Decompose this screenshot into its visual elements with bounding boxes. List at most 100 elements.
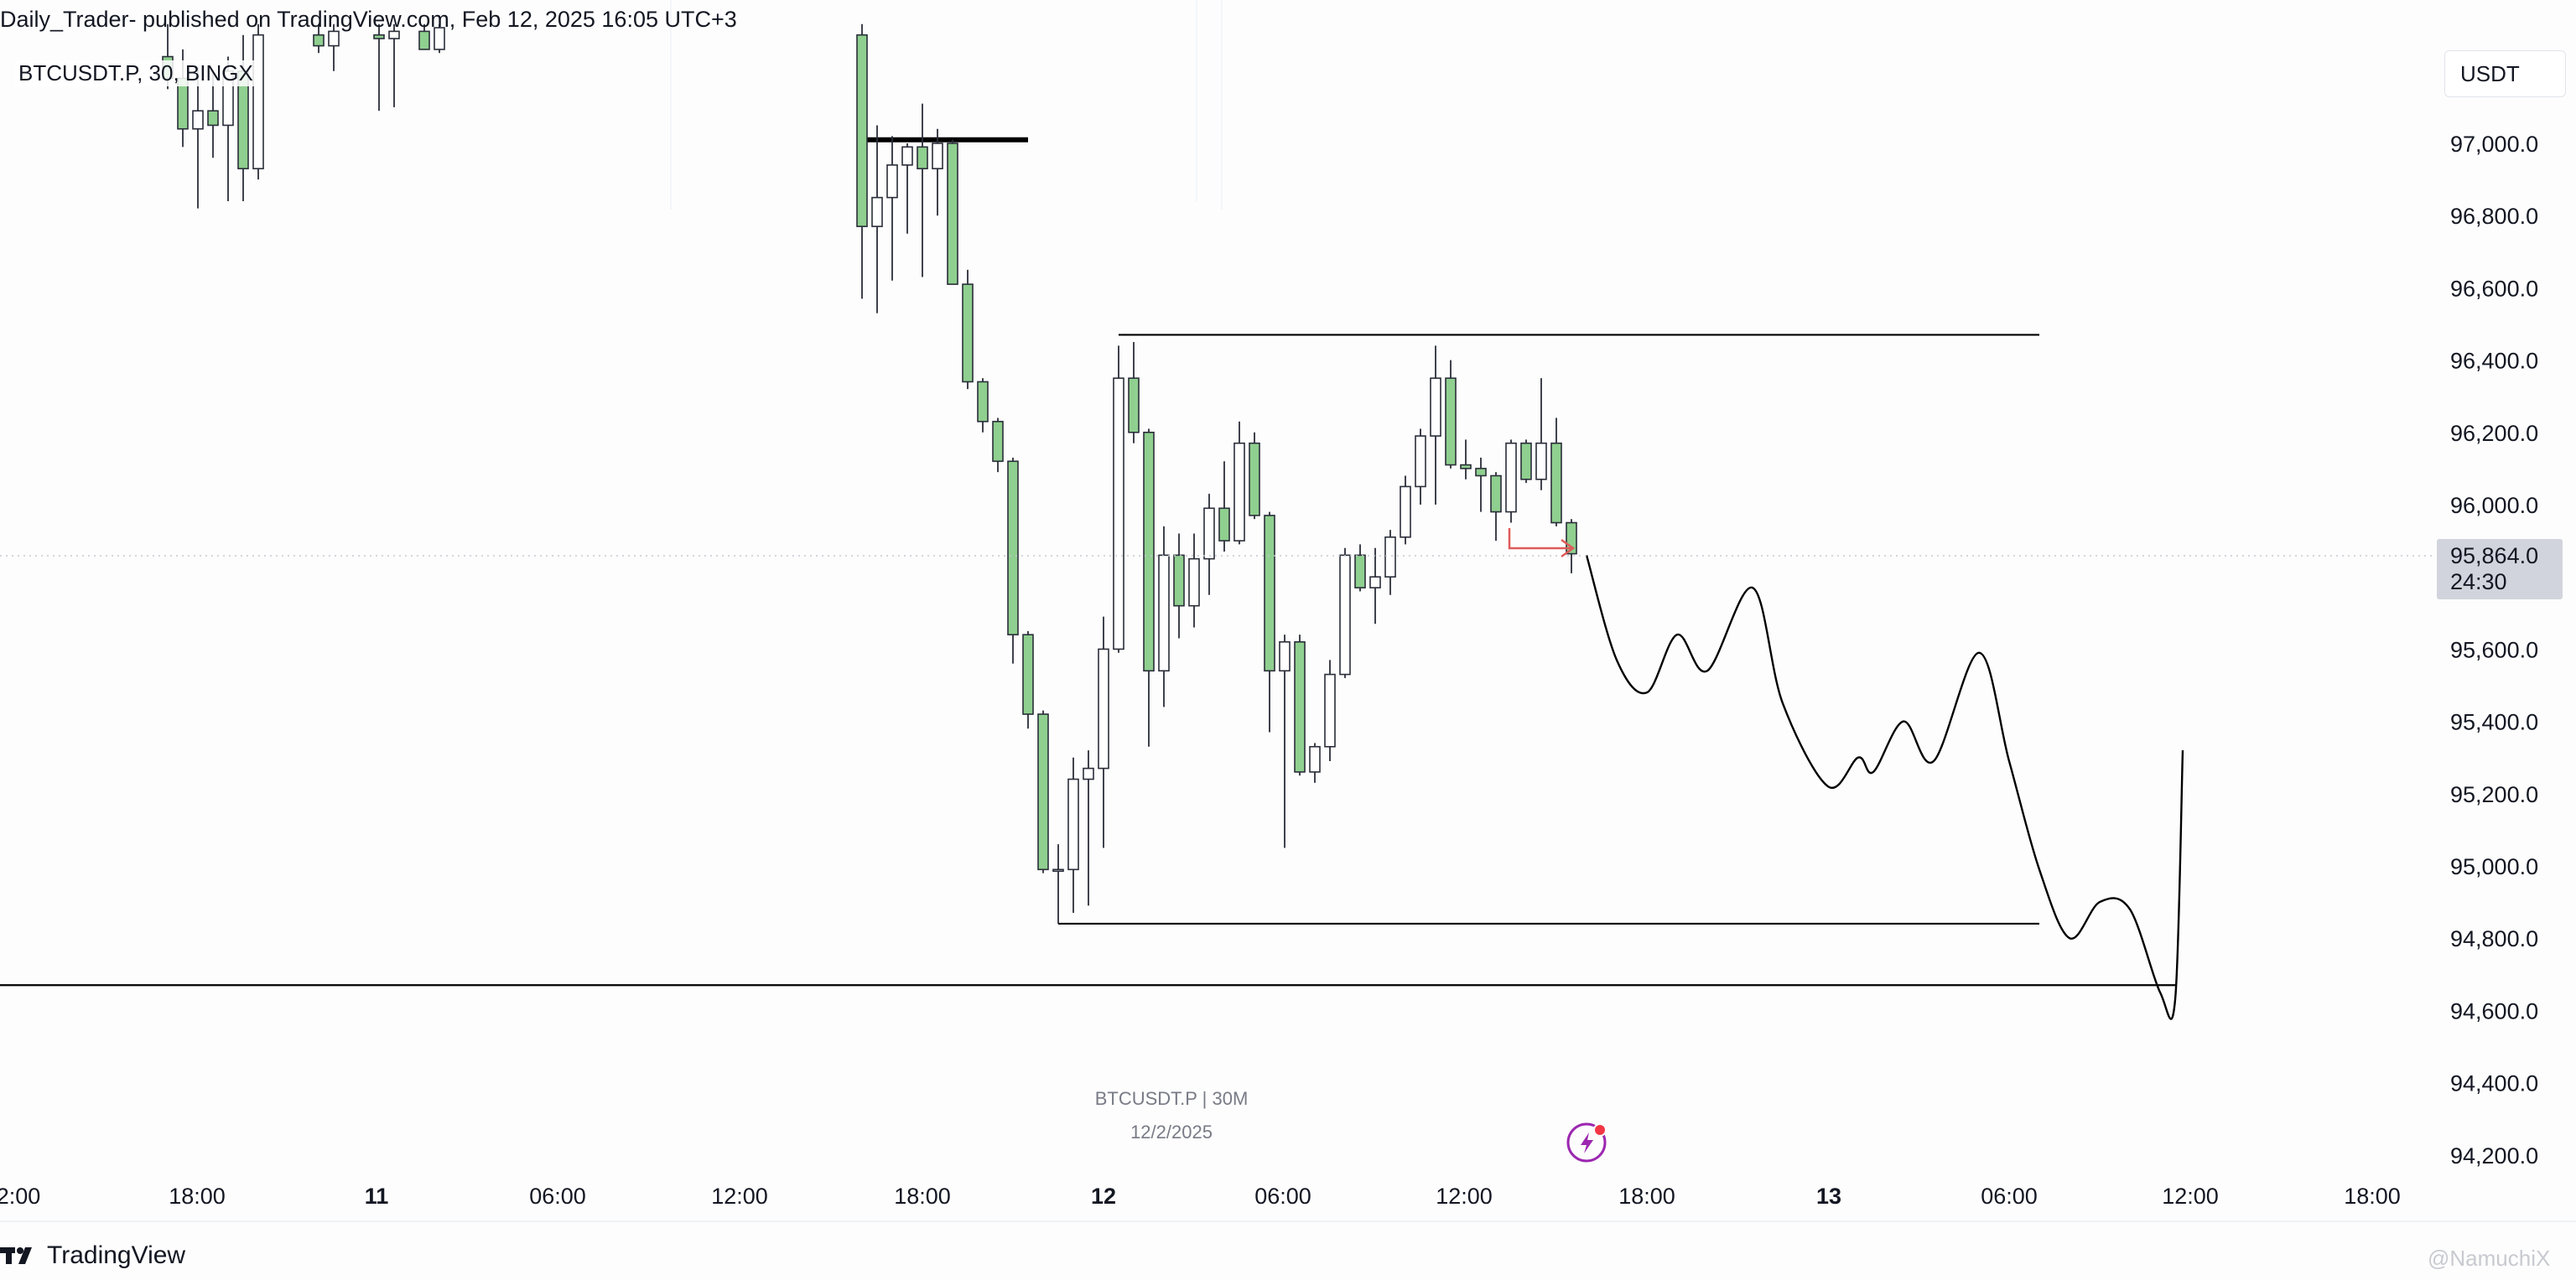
candle-body xyxy=(1264,515,1275,672)
candle xyxy=(1520,439,1532,484)
candle-body xyxy=(328,30,340,47)
price-axis-label: 94,600.0 xyxy=(2450,998,2538,1023)
candle xyxy=(977,378,989,433)
candle-body xyxy=(886,164,898,199)
price-axis-label: 96,400.0 xyxy=(2450,349,2538,374)
candle-body xyxy=(1218,507,1230,542)
time-axis-label: 13 xyxy=(1816,1184,1841,1209)
candle xyxy=(1143,428,1155,747)
candle-body xyxy=(1445,377,1457,466)
candle xyxy=(917,103,928,277)
tradingview-logo-icon xyxy=(0,1247,32,1264)
price-axis-label: 95,000.0 xyxy=(2450,854,2538,879)
price-axis-label: 94,200.0 xyxy=(2450,1143,2538,1169)
candle-body xyxy=(1098,648,1109,770)
candle-body xyxy=(932,143,943,169)
price-axis-label: 96,800.0 xyxy=(2450,204,2538,229)
candle-body xyxy=(1007,460,1019,635)
candle xyxy=(1445,360,1457,469)
candle xyxy=(1490,472,1502,542)
candle-body xyxy=(901,146,913,166)
candle xyxy=(886,136,898,281)
candle-body xyxy=(1037,713,1049,871)
candle-body xyxy=(1384,536,1396,578)
price-axis-label: 96,200.0 xyxy=(2450,421,2538,446)
candle xyxy=(1324,660,1336,762)
candle-body xyxy=(1520,442,1532,480)
candle xyxy=(1249,432,1260,520)
center-watermark-line2: 12/2/2025 xyxy=(1130,1122,1213,1143)
candle xyxy=(1535,378,1547,490)
candle-body xyxy=(1083,767,1094,780)
candle xyxy=(1067,757,1079,914)
candles xyxy=(162,23,1577,924)
horizontal-levels xyxy=(0,137,2175,987)
candle-body xyxy=(962,283,974,383)
candle xyxy=(1037,710,1049,873)
candle-body xyxy=(1475,468,1487,477)
lightning-icon[interactable] xyxy=(1566,1122,1607,1163)
price-axis-label: 95,400.0 xyxy=(2450,710,2538,735)
candle xyxy=(1354,544,1366,592)
candle-body xyxy=(1143,431,1155,672)
candle-body xyxy=(1550,442,1562,524)
candle xyxy=(1279,635,1291,848)
candle xyxy=(1264,511,1275,733)
candle-body xyxy=(1233,442,1245,542)
candle xyxy=(1339,547,1351,678)
candle-body xyxy=(1460,464,1472,469)
candle xyxy=(418,23,430,50)
symbol-label[interactable]: BTCUSDT.P, 30, BINGX xyxy=(15,60,257,86)
candle-body xyxy=(1505,442,1517,513)
center-watermark-line1: BTCUSDT.P | 30M xyxy=(1095,1088,1249,1109)
candle xyxy=(1369,547,1381,624)
candle-body xyxy=(1400,485,1411,538)
price-axis-label: 95,200.0 xyxy=(2450,782,2538,807)
candle xyxy=(1294,635,1306,776)
candle-body xyxy=(1324,673,1336,748)
candle xyxy=(1309,743,1321,783)
candle xyxy=(1550,417,1562,526)
tradingview-brand[interactable]: TradingView xyxy=(0,1239,185,1272)
candle xyxy=(328,23,340,71)
candle xyxy=(947,139,958,285)
candle-body xyxy=(1022,634,1034,715)
candle-body xyxy=(1294,640,1306,773)
candle-body xyxy=(418,30,430,50)
candle-body xyxy=(313,34,325,47)
time-axis[interactable]: 2:00 18:00 11 06:00 12:00 18:00 12 06:00 12:00 18… xyxy=(0,1184,2401,1209)
candle-body xyxy=(977,381,989,422)
candle-body xyxy=(1203,507,1215,560)
candle xyxy=(1233,421,1245,545)
candle-body xyxy=(1158,554,1170,672)
candle-body xyxy=(388,30,400,39)
candle xyxy=(252,23,264,180)
candle-body xyxy=(1369,576,1381,588)
candle xyxy=(192,67,204,209)
price-axis-label: 97,000.0 xyxy=(2450,132,2538,157)
candle xyxy=(932,128,943,216)
candle xyxy=(434,23,445,54)
candle xyxy=(1128,342,1140,443)
candle xyxy=(1384,530,1396,595)
candle xyxy=(1505,439,1517,523)
page-title: Daily_Trader- published on TradingView.c… xyxy=(0,7,737,32)
time-axis-label: 12:00 xyxy=(711,1184,768,1209)
candle xyxy=(313,23,325,54)
candle xyxy=(1188,533,1200,628)
candle xyxy=(1007,457,1019,664)
price-axis-label: 96,000.0 xyxy=(2450,493,2538,518)
candle-body xyxy=(1354,554,1366,588)
price-axis[interactable]: 97,000.0 96,800.0 96,600.0 96,400.0 96,200.0… xyxy=(2450,132,2538,1169)
projected-path-line xyxy=(1585,555,2184,1020)
candle-body xyxy=(1188,557,1200,607)
time-axis-label: 18:00 xyxy=(169,1184,226,1209)
candle xyxy=(1083,750,1094,906)
candle xyxy=(1218,461,1230,552)
currency-selector[interactable]: USDT xyxy=(2444,50,2566,97)
candle-body xyxy=(1309,745,1321,773)
price-badge: 95,864.0 24:30 xyxy=(2437,539,2563,599)
candle-body xyxy=(1535,442,1547,480)
candle-body xyxy=(252,34,264,169)
